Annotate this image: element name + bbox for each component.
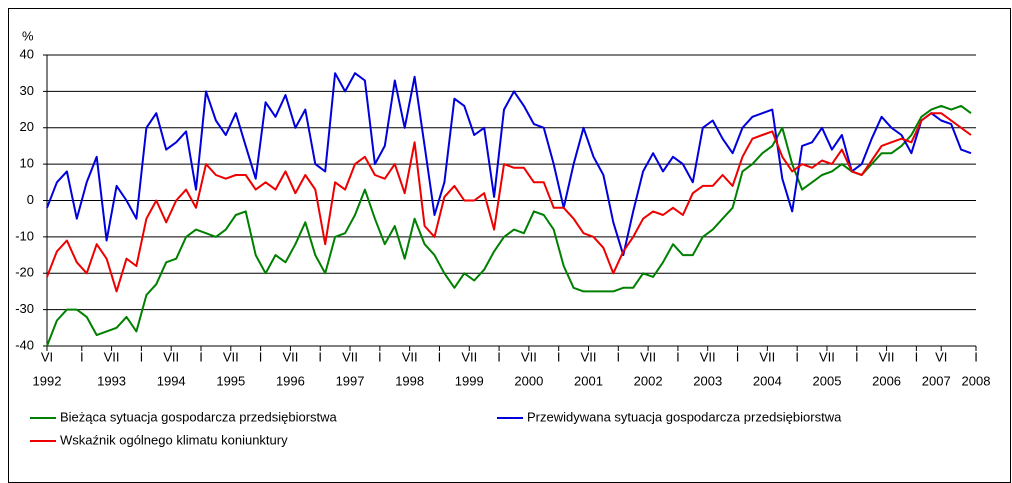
x-tick-label: VI bbox=[41, 349, 53, 364]
y-tick-label: -20 bbox=[15, 265, 34, 280]
x-tick-label: VII bbox=[402, 349, 418, 364]
x-tick-label: I bbox=[974, 349, 978, 364]
x-tick-label: VII bbox=[640, 349, 656, 364]
x-tick-label: I bbox=[736, 349, 740, 364]
year-label: 2006 bbox=[872, 373, 901, 388]
y-tick-label: 30 bbox=[20, 83, 34, 98]
x-tick-label: I bbox=[438, 349, 442, 364]
x-tick-label: I bbox=[557, 349, 561, 364]
x-tick-label: VII bbox=[104, 349, 120, 364]
year-label: 1996 bbox=[276, 373, 305, 388]
legend-label: Bieżąca sytuacja gospodarcza przedsiębio… bbox=[60, 409, 338, 424]
year-label: 2008 bbox=[962, 373, 991, 388]
x-tick-label: VII bbox=[163, 349, 179, 364]
year-label: 1997 bbox=[336, 373, 365, 388]
x-tick-label: VII bbox=[819, 349, 835, 364]
year-label: 2001 bbox=[574, 373, 603, 388]
x-tick-label: I bbox=[497, 349, 501, 364]
x-tick-label: VII bbox=[879, 349, 895, 364]
x-tick-label: I bbox=[199, 349, 203, 364]
y-tick-label: 20 bbox=[20, 119, 34, 134]
x-tick-label: I bbox=[616, 349, 620, 364]
y-tick-label: 0 bbox=[27, 192, 34, 207]
x-tick-label: VII bbox=[342, 349, 358, 364]
x-tick-label: VII bbox=[282, 349, 298, 364]
y-unit: % bbox=[22, 28, 34, 43]
x-tick-label: VII bbox=[581, 349, 597, 364]
year-label: 1999 bbox=[455, 373, 484, 388]
x-tick-label: I bbox=[795, 349, 799, 364]
year-label: 1994 bbox=[157, 373, 186, 388]
series-line bbox=[46, 104, 972, 347]
x-tick-label: VII bbox=[700, 349, 716, 364]
x-tick-label: I bbox=[259, 349, 263, 364]
series-line bbox=[46, 112, 972, 293]
year-label: 1993 bbox=[97, 373, 126, 388]
legend-label: Wskaźnik ogólnego klimatu koniunktury bbox=[60, 432, 288, 447]
y-tick-label: 10 bbox=[20, 156, 34, 171]
x-tick-label: VII bbox=[521, 349, 537, 364]
year-label: 2000 bbox=[514, 373, 543, 388]
year-label: 2002 bbox=[634, 373, 663, 388]
x-tick-label: I bbox=[378, 349, 382, 364]
x-tick-label: I bbox=[855, 349, 859, 364]
x-tick-label: I bbox=[140, 349, 144, 364]
y-tick-label: -10 bbox=[15, 228, 34, 243]
y-tick-label: -40 bbox=[15, 337, 34, 352]
year-label: 2007 bbox=[922, 373, 951, 388]
legend-label: Przewidywana sytuacja gospodarcza przeds… bbox=[527, 409, 842, 424]
year-label: 1995 bbox=[216, 373, 245, 388]
series-line bbox=[46, 72, 972, 257]
x-tick-label: I bbox=[80, 349, 84, 364]
x-tick-label: I bbox=[676, 349, 680, 364]
year-label: 1998 bbox=[395, 373, 424, 388]
year-label: 2004 bbox=[753, 373, 782, 388]
x-tick-label: VI bbox=[935, 349, 947, 364]
x-tick-label: VII bbox=[223, 349, 239, 364]
x-tick-label: VII bbox=[461, 349, 477, 364]
x-tick-label: I bbox=[915, 349, 919, 364]
year-label: 1992 bbox=[33, 373, 62, 388]
x-tick-label: I bbox=[318, 349, 322, 364]
x-tick-label: VII bbox=[759, 349, 775, 364]
year-label: 2003 bbox=[693, 373, 722, 388]
y-tick-label: -30 bbox=[15, 301, 34, 316]
year-label: 2005 bbox=[813, 373, 842, 388]
y-tick-label: 40 bbox=[20, 46, 34, 61]
